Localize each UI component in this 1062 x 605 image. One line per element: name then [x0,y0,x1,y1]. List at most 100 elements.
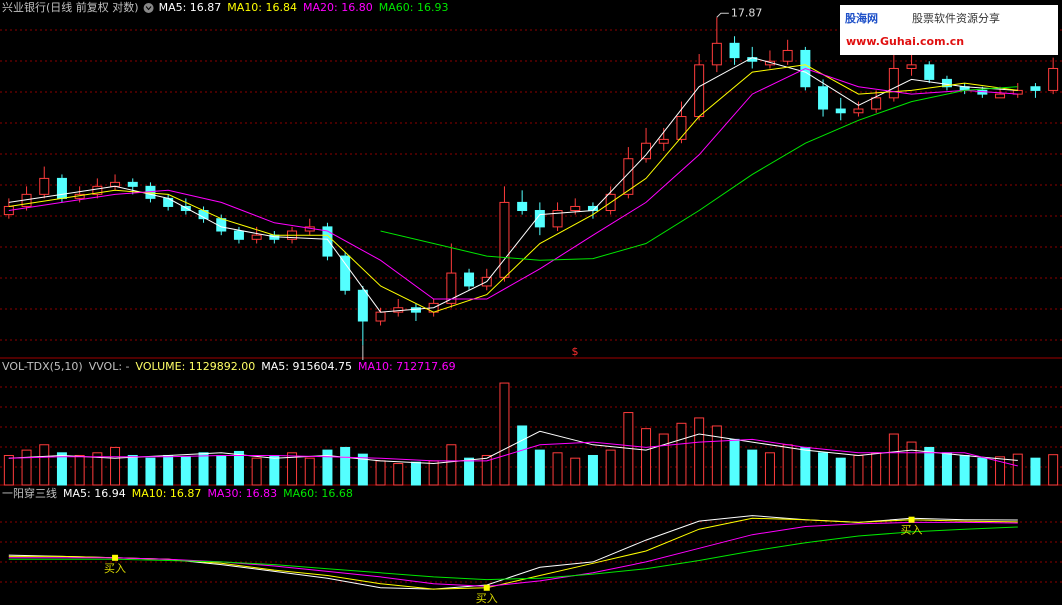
header-text: VOL-TDX(5,10) [2,360,83,373]
header-text: MA10: 16.84 [227,1,297,14]
volume-bar [92,452,103,486]
candle-body [782,49,793,62]
candle-body [924,64,935,80]
signal-marker [112,554,119,561]
candle-body [534,210,545,228]
candle-body [1048,67,1059,91]
volume-bar [694,417,705,486]
candle-body [499,201,510,278]
header-text: VVOL: - [89,360,130,373]
header-bg [0,487,560,501]
candle-body [871,97,882,110]
volume-bar [747,449,758,486]
candle-body [888,67,899,99]
watermark-url: www.Guhai.com.cn [846,35,964,48]
ma-line [8,438,1018,467]
volume-bar [74,454,85,486]
volume-bar [428,460,439,486]
volume-bar [481,454,492,486]
header-bg [0,1,560,15]
volume-bar [21,449,32,486]
volume-bar [977,457,988,486]
header-text: MA5: 16.94 [63,487,126,500]
ma-line [8,526,1018,581]
candle-body [711,42,722,66]
volume-bar [800,446,811,486]
volume-bar [924,446,935,486]
volume-bar [641,428,652,486]
volume-bar [269,454,280,486]
candle-body [658,138,669,144]
header-text: MA5: 16.87 [159,1,222,14]
candle-body [464,272,475,287]
candle-body [995,93,1006,99]
candle-body [906,64,917,69]
volume-bar [322,449,333,486]
header-text: MA5: 915604.75 [261,360,352,373]
volume-bar [1012,453,1023,486]
volume-bar [853,454,864,486]
volume-bar [552,452,563,486]
menu-icon-arrow [145,6,152,11]
menu-icon [143,3,154,13]
candle-body [39,177,50,195]
volume-bar [375,460,386,486]
signal-label: 买入 [104,562,126,575]
volume-bar [711,425,722,486]
ma-line [8,57,1018,313]
volume-bar [233,450,244,486]
volume-bar [587,454,598,486]
header-text: MA10: 712717.69 [358,360,456,373]
volume-bar [888,433,899,486]
candle-body [818,86,829,110]
candle-body [92,185,103,195]
header-text: 兴业银行(日线 前复权 对数) [2,0,139,14]
candle-body [233,230,244,240]
signal-label: 买入 [476,592,498,605]
annotation-line [716,12,729,18]
candle-body [641,142,652,160]
volume-bar [941,452,952,486]
volume-bar [127,454,138,486]
candle-body [357,289,368,322]
volume-bar [1030,457,1041,486]
volume-bar [304,457,315,486]
header-text: 一阳穿三线 [2,486,57,500]
header-text: VOLUME: 1129892.00 [136,360,256,373]
candle-body [835,108,846,114]
volume-bar [446,444,457,486]
candle-body [676,116,687,140]
volume-bar [216,454,227,486]
signal-marker [483,584,490,591]
volume-bar [340,446,351,486]
candle-body [180,205,191,212]
watermark-slogan: 股票软件资源分享 [912,11,1000,25]
volume-bar [357,453,368,486]
candle-body [623,158,634,195]
volume-bar [410,461,421,486]
volume-bar [764,452,775,486]
candle-body [941,78,952,88]
candle-body [764,60,775,66]
header-text: MA60: 16.68 [283,487,353,500]
signal-marker [908,516,915,523]
candle-body [251,234,262,240]
signal-label: 买入 [901,524,923,537]
volume-bar [56,452,67,486]
candle-body [322,226,333,257]
volume-bar [658,433,669,486]
volume-bar [782,444,793,486]
volume-bar [163,454,174,486]
volume-bar [1048,454,1059,486]
volume-bar [906,441,917,486]
volume-bar [871,452,882,486]
ma-line [8,521,1018,587]
header-text: MA60: 16.93 [379,1,449,14]
header-text: MA10: 16.87 [132,487,202,500]
candle-body [552,210,563,228]
header-text: MA30: 16.83 [207,487,277,500]
volume-bar [3,454,14,486]
candle-body [517,201,528,212]
watermark-bg [840,5,1058,55]
volume-bar [39,444,50,486]
